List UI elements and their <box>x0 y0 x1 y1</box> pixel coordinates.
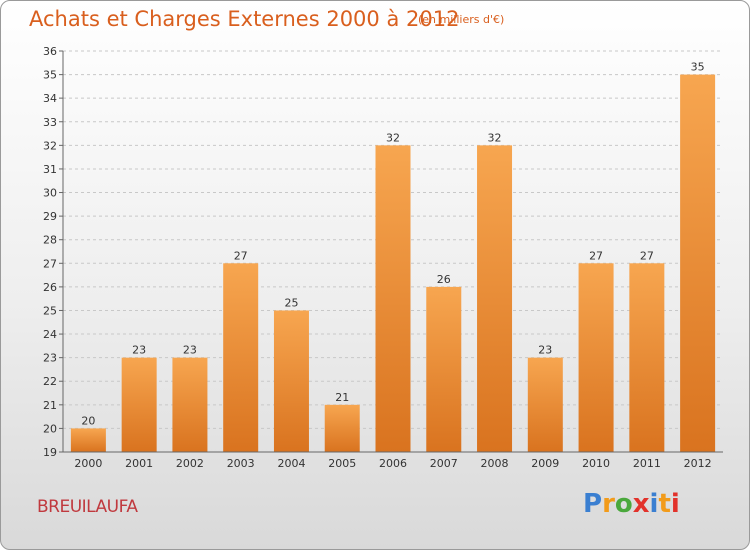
bars <box>70 74 716 453</box>
x-tick-label: 2003 <box>227 457 255 470</box>
x-tick-labels: 2000 2001 2002 2003 2004 2005 2006 2007 2008 2009… <box>74 457 711 470</box>
x-tick-label: 2011 <box>633 457 661 470</box>
x-tick-label: 2000 <box>74 457 102 470</box>
x-tick-label: 2001 <box>125 457 153 470</box>
logo-letter: P <box>583 489 603 519</box>
bar-2009 <box>527 357 563 452</box>
data-label: 23 <box>183 344 197 357</box>
y-tick-label: 19 <box>43 446 57 459</box>
bar-2007 <box>426 286 462 452</box>
chart-unit-label: (en milliers d'€) <box>418 13 505 26</box>
y-tick-label: 22 <box>43 375 57 388</box>
logo-letter: o <box>614 489 633 519</box>
x-tick-label: 2009 <box>531 457 559 470</box>
data-label: 32 <box>488 131 502 144</box>
logo-letter: r <box>602 489 615 519</box>
y-tick-label: 21 <box>43 399 57 412</box>
y-tick-label: 29 <box>43 210 57 223</box>
y-tick-label: 23 <box>43 352 57 365</box>
bar-2004 <box>273 310 309 452</box>
data-label: 23 <box>132 344 146 357</box>
y-tick-label: 34 <box>43 92 57 105</box>
bar-2011 <box>629 263 665 452</box>
y-tick-label: 20 <box>43 422 57 435</box>
x-tick-label: 2004 <box>277 457 305 470</box>
x-tick-label: 2005 <box>328 457 356 470</box>
logo-letter: x <box>632 489 650 519</box>
logo-letter: i <box>670 489 680 519</box>
proxiti-logo: Proxiti <box>583 489 680 519</box>
logo-letter: i <box>649 489 659 519</box>
data-label: 27 <box>589 249 603 262</box>
data-label: 27 <box>640 249 654 262</box>
bar-2012 <box>680 74 716 453</box>
x-tick-label: 2002 <box>176 457 204 470</box>
logo-letter: t <box>658 489 671 519</box>
data-label: 26 <box>437 273 451 286</box>
y-tick-labels: 19 20 21 22 23 24 25 26 27 28 29 30 31 32 33 34 35 36 <box>43 45 57 459</box>
data-label: 32 <box>386 131 400 144</box>
data-label: 27 <box>234 249 248 262</box>
commune-name: BREUILAUFA <box>37 497 138 517</box>
bar-2002 <box>172 357 208 452</box>
y-tick-label: 27 <box>43 257 57 270</box>
x-tick-label: 2012 <box>684 457 712 470</box>
y-tick-label: 28 <box>43 234 57 247</box>
bar-2000 <box>70 428 106 452</box>
bar-2008 <box>477 145 513 452</box>
data-label: 35 <box>691 61 705 74</box>
y-tick-label: 31 <box>43 163 57 176</box>
bar-2003 <box>223 263 259 452</box>
data-label: 25 <box>284 296 298 309</box>
chart-title: Achats et Charges Externes 2000 à 2012 <box>29 7 460 31</box>
y-tick-label: 36 <box>43 45 57 58</box>
x-tick-label: 2006 <box>379 457 407 470</box>
y-tick-label: 35 <box>43 69 57 82</box>
x-tick-label: 2008 <box>481 457 509 470</box>
y-tick-label: 33 <box>43 116 57 129</box>
data-labels: 20 23 23 27 25 21 32 26 32 23 27 27 35 <box>81 61 704 428</box>
x-tick-label: 2010 <box>582 457 610 470</box>
data-label: 20 <box>81 414 95 427</box>
y-tick-label: 32 <box>43 139 57 152</box>
data-label: 21 <box>335 391 349 404</box>
y-tick-label: 30 <box>43 187 57 200</box>
axes <box>62 51 723 453</box>
y-tick-label: 25 <box>43 304 57 317</box>
bar-2006 <box>375 145 411 452</box>
y-tick-label: 26 <box>43 281 57 294</box>
bar-2010 <box>578 263 614 452</box>
y-tick-label: 24 <box>43 328 57 341</box>
data-label: 23 <box>538 344 552 357</box>
bar-2005 <box>324 404 360 452</box>
x-tick-label: 2007 <box>430 457 458 470</box>
bar-2001 <box>121 357 157 452</box>
